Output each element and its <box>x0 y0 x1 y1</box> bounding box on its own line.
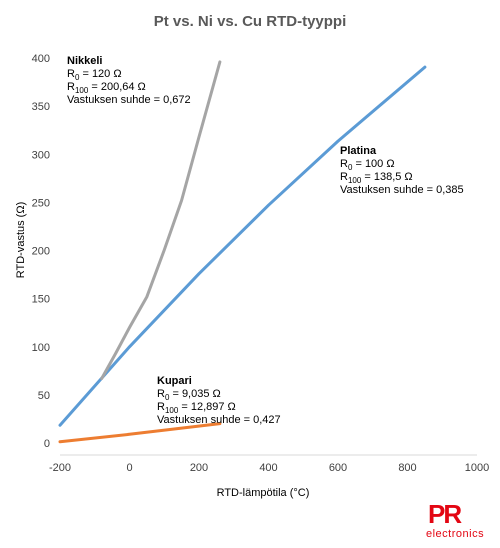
y-tick-label: 150 <box>32 294 50 306</box>
y-axis-ticks: 0 50 100 150 200 250 300 350 400 <box>32 53 50 450</box>
x-tick-label: 0 <box>126 462 132 474</box>
logo-subtitle: electronics <box>426 528 485 540</box>
y-tick-label: 350 <box>32 101 50 113</box>
series-line-nikkeli <box>100 60 222 380</box>
annotation-title: Nikkeli <box>67 55 102 67</box>
x-tick-label: 400 <box>259 462 277 474</box>
x-axis-label: RTD-lämpötila (°C) <box>217 487 310 499</box>
y-axis-label: RTD-vastus (Ω) <box>15 202 27 278</box>
annotation-line: R0 = 9,035 Ω <box>157 388 221 402</box>
y-tick-label: 50 <box>38 390 50 402</box>
x-tick-label: 1000 <box>465 462 489 474</box>
annotation-title: Kupari <box>157 375 192 387</box>
chart-title: Pt vs. Ni vs. Cu RTD-tyyppi <box>154 13 347 30</box>
y-tick-label: 200 <box>32 246 50 258</box>
annotation-line: R0 = 120 Ω <box>67 68 122 82</box>
x-tick-label: 800 <box>398 462 416 474</box>
annotation-line: R100 = 138,5 Ω <box>340 171 413 185</box>
y-tick-label: 300 <box>32 149 50 161</box>
y-tick-label: 100 <box>32 342 50 354</box>
annotation-line: R100 = 200,64 Ω <box>67 81 146 95</box>
x-tick-label: 200 <box>190 462 208 474</box>
y-tick-label: 400 <box>32 53 50 65</box>
series-line-platina <box>58 65 427 427</box>
x-tick-label: 600 <box>329 462 347 474</box>
annotation-line: R0 = 100 Ω <box>340 158 395 172</box>
series-group <box>58 60 427 444</box>
x-tick-label: -200 <box>49 462 71 474</box>
y-tick-label: 250 <box>32 197 50 209</box>
logo-mark: PR <box>428 499 462 529</box>
y-tick-label: 0 <box>44 438 50 450</box>
pr-electronics-logo: PR electronics <box>424 501 494 541</box>
series-line-kupari <box>58 422 222 444</box>
annotation-line: Vastuksen suhde = 0,427 <box>157 414 281 426</box>
x-axis-ticks: -200 0 200 400 600 800 1000 <box>49 462 489 474</box>
annotation-line: Vastuksen suhde = 0,672 <box>67 94 191 106</box>
annotation-line: R100 = 12,897 Ω <box>157 401 236 415</box>
annotation-title: Platina <box>340 145 377 157</box>
annotation-line: Vastuksen suhde = 0,385 <box>340 184 464 196</box>
